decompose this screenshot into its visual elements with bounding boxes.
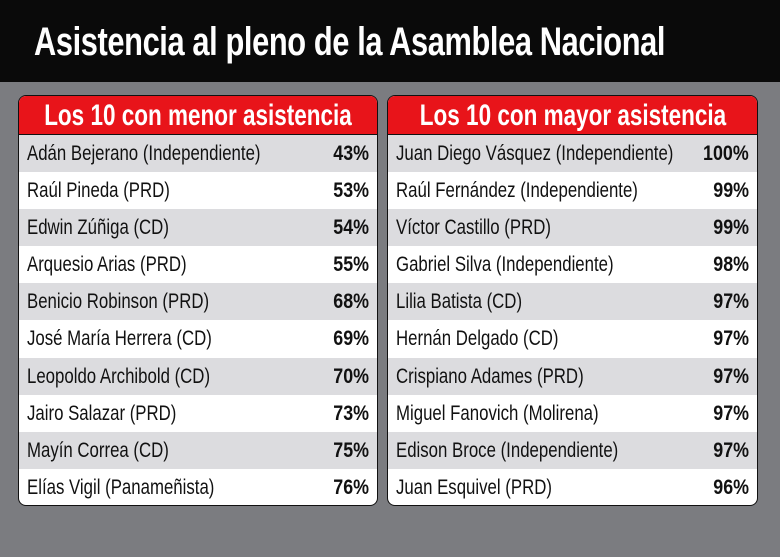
attendance-value: 69% [333, 327, 369, 351]
table-row: Víctor Castillo (PRD) 99% [388, 209, 757, 247]
table-row: Leopoldo Archibold (CD) 70% [19, 357, 377, 395]
legislator-name: Víctor Castillo (PRD) [396, 216, 551, 240]
legislator-name: Jairo Salazar (PRD) [27, 401, 177, 425]
table-row: Hernán Delgado (CD) 97% [388, 320, 757, 357]
table-header: Los 10 con menor asistencia [19, 96, 377, 135]
table-title: Los 10 con mayor asistencia [419, 99, 726, 132]
attendance-value: 97% [713, 327, 749, 351]
legislator-name: Hernán Delgado (CD) [396, 327, 559, 351]
attendance-value: 68% [333, 290, 369, 314]
page-title: Asistencia al pleno de la Asamblea Nacio… [34, 20, 666, 64]
legislator-name: Benicio Robinson (PRD) [27, 290, 210, 314]
attendance-value: 99% [713, 179, 749, 203]
legislator-name: Juan Diego Vásquez (Independiente) [396, 142, 674, 165]
legislator-name: Mayín Correa (CD) [27, 438, 169, 462]
legislator-name: Arquesio Arias (PRD) [27, 253, 187, 277]
legislator-name: Gabriel Silva (Independiente) [396, 253, 614, 277]
table-row: Juan Esquivel (PRD) 96% [388, 469, 757, 505]
table-row: Elías Vigil (Panameñista) 76% [19, 469, 377, 505]
title-banner: Asistencia al pleno de la Asamblea Nacio… [0, 0, 780, 82]
legislator-name: Juan Esquivel (PRD) [396, 475, 552, 499]
table-row: Benicio Robinson (PRD) 68% [19, 283, 377, 321]
highest-attendance-table: Los 10 con mayor asistencia Juan Diego V… [387, 95, 758, 506]
table-header: Los 10 con mayor asistencia [388, 96, 757, 135]
table-row: Arquesio Arias (PRD) 55% [19, 246, 377, 283]
lowest-attendance-table: Los 10 con menor asistencia Adán Bejeran… [18, 95, 378, 506]
table-row: Raúl Pineda (PRD) 53% [19, 172, 377, 209]
attendance-value: 55% [333, 253, 369, 277]
legislator-name: Crispiano Adames (PRD) [396, 364, 584, 388]
attendance-value: 43% [333, 142, 369, 165]
legislator-name: Raúl Pineda (PRD) [27, 179, 170, 203]
table-row: Crispiano Adames (PRD) 97% [388, 357, 757, 395]
table-row: Raúl Fernández (Independiente) 99% [388, 172, 757, 209]
attendance-value: 97% [713, 438, 749, 462]
legislator-name: José María Herrera (CD) [27, 327, 212, 351]
legislator-name: Elías Vigil (Panameñista) [27, 475, 215, 499]
table-title: Los 10 con menor asistencia [44, 99, 352, 132]
legislator-name: Miguel Fanovich (Molirena) [396, 401, 599, 425]
attendance-value: 97% [713, 364, 749, 388]
attendance-value: 96% [713, 475, 749, 499]
table-row: Lilia Batista (CD) 97% [388, 283, 757, 321]
legislator-name: Raúl Fernández (Independiente) [396, 179, 638, 203]
legislator-name: Lilia Batista (CD) [396, 290, 523, 314]
table-row: Mayín Correa (CD) 75% [19, 431, 377, 469]
attendance-value: 99% [713, 216, 749, 240]
attendance-value: 54% [333, 216, 369, 240]
table-row: Jairo Salazar (PRD) 73% [19, 395, 377, 432]
table-row: Adán Bejerano (Independiente) 43% [19, 135, 377, 173]
attendance-value: 70% [333, 364, 369, 388]
attendance-value: 97% [713, 401, 749, 425]
table-row: Gabriel Silva (Independiente) 98% [388, 246, 757, 283]
attendance-value: 53% [333, 179, 369, 203]
table-row: Miguel Fanovich (Molirena) 97% [388, 395, 757, 432]
legislator-name: Leopoldo Archibold (CD) [27, 364, 211, 388]
attendance-value: 75% [333, 438, 369, 462]
attendance-value: 97% [713, 290, 749, 314]
legislator-name: Adán Bejerano (Independiente) [27, 142, 261, 165]
legislator-name: Edison Broce (Independiente) [396, 438, 619, 462]
attendance-value: 98% [713, 253, 749, 277]
attendance-value: 76% [333, 475, 369, 499]
table-row: Edwin Zúñiga (CD) 54% [19, 209, 377, 247]
table-row: José María Herrera (CD) 69% [19, 320, 377, 357]
table-row: Juan Diego Vásquez (Independiente) 100% [388, 135, 757, 173]
legislator-name: Edwin Zúñiga (CD) [27, 216, 169, 240]
attendance-value: 73% [333, 401, 369, 425]
table-row: Edison Broce (Independiente) 97% [388, 431, 757, 469]
attendance-value: 100% [703, 142, 749, 165]
